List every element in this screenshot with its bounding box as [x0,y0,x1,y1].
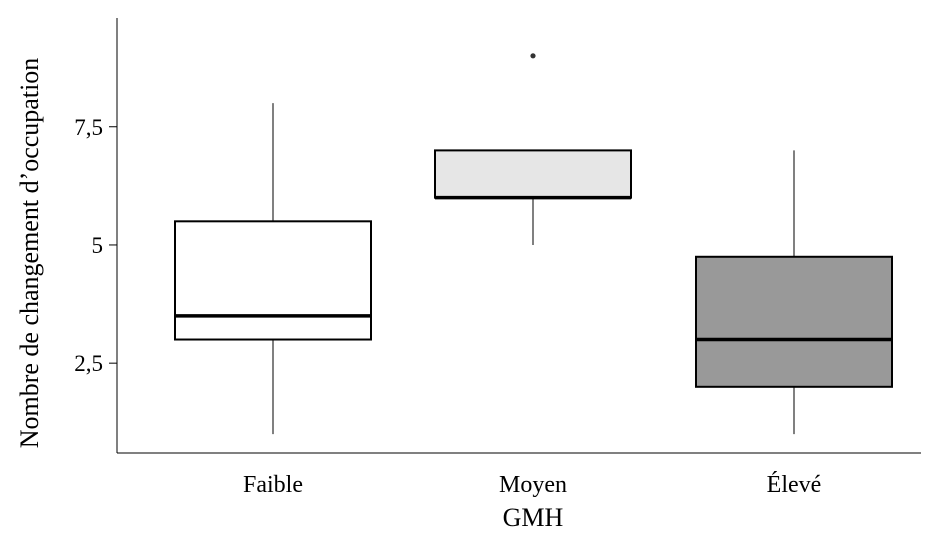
x-ticks: Faible Moyen Élevé [243,472,821,498]
y-axis-label: Nombre de changement d’occupation [15,58,44,449]
y-tick-label: 7,5 [74,115,103,140]
x-tick-label: Élevé [767,472,822,498]
y-tick-label: 5 [92,233,104,258]
box-group [695,150,893,435]
boxes [174,53,893,435]
x-tick-label: Faible [243,472,303,498]
iqr-box [174,220,372,341]
y-tick-label: 2,5 [74,351,103,376]
outlier-point [530,53,536,59]
y-ticks: 2,5 5 7,5 [74,115,117,376]
axes [116,18,921,454]
box-group [434,53,632,245]
iqr-box [695,255,893,388]
box-group [174,103,372,435]
x-axis-label: GMH [503,503,564,532]
x-tick-label: Moyen [499,472,567,498]
iqr-box [434,149,632,199]
